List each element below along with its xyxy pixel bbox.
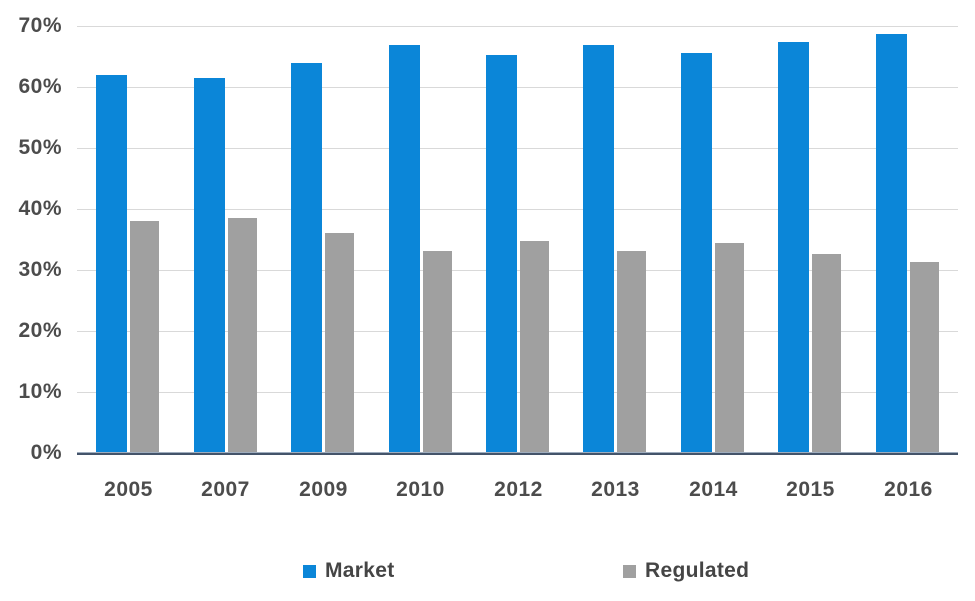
x-axis-tick-label: 2015 (786, 478, 835, 501)
bar-market (291, 63, 322, 453)
y-axis-tick-label: 30% (18, 258, 62, 281)
bar-regulated (520, 241, 549, 453)
x-axis-tick-label: 2010 (396, 478, 445, 501)
bar-market (486, 55, 517, 453)
y-axis-tick-label: 10% (18, 380, 62, 403)
bar-regulated (228, 218, 257, 453)
bar-regulated (910, 262, 939, 453)
x-axis-tick-label: 2009 (299, 478, 348, 501)
gridline (77, 26, 958, 27)
bar-market (778, 42, 809, 453)
bar-market (389, 45, 420, 453)
bar-market (96, 75, 127, 453)
y-axis-tick-label: 50% (18, 136, 62, 159)
bar-regulated (423, 251, 452, 453)
x-axis-tick-label: 2016 (884, 478, 933, 501)
x-axis-tick-label: 2005 (104, 478, 153, 501)
legend-item-market: Market (303, 556, 395, 586)
gridline (77, 148, 958, 149)
x-axis-tick-label: 2012 (494, 478, 543, 501)
bar-market (194, 78, 225, 453)
y-axis-tick-label: 0% (30, 441, 62, 464)
x-axis-line (77, 452, 958, 455)
gridline (77, 331, 958, 332)
gridline (77, 87, 958, 88)
legend-swatch-market-icon (303, 564, 316, 578)
x-axis-tick-label: 2013 (591, 478, 640, 501)
bar-regulated (325, 233, 354, 453)
legend-label: Market (325, 559, 395, 582)
gridline (77, 270, 958, 271)
legend: Market Regulated (0, 556, 975, 586)
bar-market (876, 34, 907, 453)
x-axis-tick-label: 2007 (201, 478, 250, 501)
legend-swatch-regulated-icon (623, 564, 636, 578)
y-axis-tick-label: 60% (18, 75, 62, 98)
bar-regulated (617, 251, 646, 453)
legend-item-regulated: Regulated (623, 556, 749, 586)
gridline (77, 209, 958, 210)
legend-label: Regulated (645, 559, 750, 582)
gridline (77, 392, 958, 393)
y-axis-tick-label: 40% (18, 197, 62, 220)
y-axis-tick-label: 20% (18, 319, 62, 342)
bar-regulated (715, 243, 744, 453)
x-axis-tick-label: 2014 (689, 478, 738, 501)
bar-market (583, 45, 614, 453)
y-axis-tick-label: 70% (18, 14, 62, 37)
bar-regulated (812, 254, 841, 453)
bar-market (681, 53, 712, 453)
bar-regulated (130, 221, 159, 453)
